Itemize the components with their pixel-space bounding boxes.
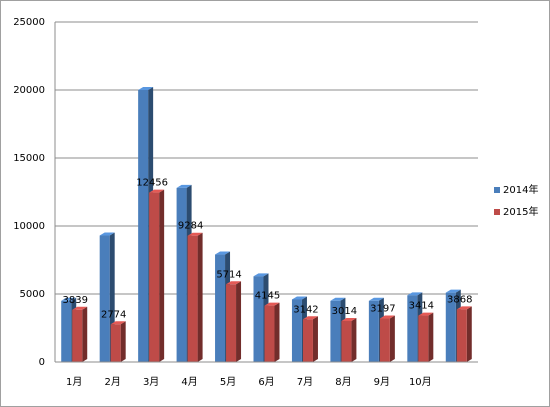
bar-top bbox=[379, 315, 395, 319]
legend-swatch bbox=[494, 209, 500, 215]
bar bbox=[176, 187, 187, 362]
bar-top bbox=[187, 232, 203, 236]
y-tick-label: 0 bbox=[39, 357, 45, 368]
bar-top bbox=[368, 297, 384, 301]
bar-top bbox=[330, 297, 346, 301]
bar bbox=[110, 324, 121, 362]
bar-side bbox=[236, 281, 242, 362]
data-label: 9284 bbox=[178, 221, 203, 232]
x-tick-label: 5月 bbox=[220, 376, 236, 388]
bar bbox=[215, 254, 226, 362]
bar-top bbox=[302, 316, 318, 320]
bar bbox=[291, 299, 302, 362]
bar-top bbox=[456, 306, 472, 310]
bar-top bbox=[445, 289, 461, 293]
bar bbox=[302, 319, 313, 362]
y-tick-label: 5000 bbox=[20, 289, 45, 300]
x-tick-label: 4月 bbox=[181, 376, 197, 388]
bar bbox=[253, 276, 264, 362]
bar bbox=[187, 235, 198, 362]
data-label: 3197 bbox=[370, 304, 395, 315]
legend-label: 2015年 bbox=[503, 205, 538, 218]
bar-side bbox=[466, 306, 472, 362]
x-tick-label: 1月 bbox=[66, 376, 82, 388]
bar-side bbox=[312, 316, 318, 362]
bar-top bbox=[226, 281, 242, 285]
bar-top bbox=[99, 232, 115, 236]
bar-top bbox=[341, 318, 357, 322]
bar bbox=[149, 192, 160, 362]
bar-side bbox=[197, 232, 203, 362]
bar bbox=[456, 309, 467, 362]
x-tick-label: 3月 bbox=[143, 376, 159, 388]
data-label: 12456 bbox=[136, 178, 168, 189]
data-label: 3839 bbox=[63, 295, 88, 306]
y-tick-label: 15000 bbox=[13, 153, 45, 164]
bar bbox=[407, 295, 418, 362]
data-label: 5714 bbox=[216, 269, 241, 280]
bar bbox=[72, 309, 83, 362]
data-label: 3142 bbox=[293, 304, 318, 315]
bar-top bbox=[72, 306, 88, 310]
x-tick-label: 10月 bbox=[409, 376, 432, 388]
bar bbox=[99, 235, 110, 362]
bar-top bbox=[149, 189, 165, 193]
bar bbox=[226, 284, 237, 362]
bar-top bbox=[61, 297, 77, 301]
bar-side bbox=[389, 315, 395, 362]
bar-top bbox=[138, 87, 154, 90]
data-label: 3414 bbox=[409, 301, 434, 312]
bar bbox=[368, 300, 379, 362]
x-tick-label: 7月 bbox=[297, 376, 313, 388]
bar-top bbox=[407, 292, 423, 296]
bar-top bbox=[418, 312, 434, 316]
y-tick-label: 20000 bbox=[13, 85, 45, 96]
y-tick-label: 25000 bbox=[13, 17, 45, 28]
bar bbox=[61, 300, 72, 362]
data-label: 3014 bbox=[332, 306, 357, 317]
legend-swatch bbox=[494, 187, 500, 193]
bar-top bbox=[110, 321, 126, 325]
y-tick-label: 10000 bbox=[13, 221, 45, 232]
bar-side bbox=[120, 321, 126, 362]
bar bbox=[418, 315, 429, 362]
bar bbox=[445, 292, 456, 362]
bar-side bbox=[159, 189, 165, 362]
x-tick-label: 2月 bbox=[104, 376, 120, 388]
data-label: 2774 bbox=[101, 309, 126, 320]
bar-top bbox=[291, 296, 307, 300]
x-tick-label: 9月 bbox=[374, 376, 390, 388]
bar-side bbox=[428, 312, 434, 362]
bar-top bbox=[264, 302, 280, 306]
bar-top bbox=[215, 251, 231, 255]
bar-side bbox=[351, 318, 357, 362]
data-label: 3868 bbox=[447, 294, 472, 305]
data-label: 4145 bbox=[255, 291, 280, 302]
bar-side bbox=[274, 302, 280, 362]
x-tick-label: 8月 bbox=[335, 376, 351, 388]
bar-top bbox=[176, 184, 192, 188]
bar bbox=[138, 90, 149, 362]
bar-top bbox=[253, 273, 269, 277]
bar bbox=[330, 300, 341, 362]
bar bbox=[379, 318, 390, 362]
bar-side bbox=[82, 306, 88, 362]
legend-label: 2014年 bbox=[503, 183, 538, 196]
bar bbox=[341, 321, 352, 362]
bar bbox=[264, 305, 275, 362]
x-tick-label: 6月 bbox=[258, 376, 274, 388]
